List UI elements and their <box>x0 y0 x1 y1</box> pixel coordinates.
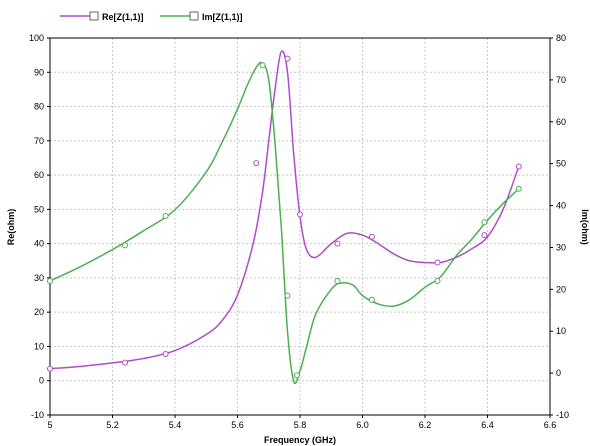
y-left-tick-label: 0 <box>39 376 44 386</box>
y-right-tick-label: 30 <box>556 242 566 252</box>
x-tick-label: 5.8 <box>294 420 307 430</box>
series-line-re <box>49 50 520 370</box>
data-point-re <box>122 359 128 366</box>
y-right-tick-label: -10 <box>556 410 569 420</box>
data-point-im <box>284 292 291 299</box>
data-point-re <box>162 350 169 357</box>
legend-checkbox-re[interactable] <box>89 11 99 21</box>
x-tick-label: 5.4 <box>169 420 182 430</box>
data-point-re <box>515 163 522 170</box>
data-point-im <box>122 242 128 249</box>
data-point-re <box>481 232 488 239</box>
y-right-tick-label: 10 <box>556 326 566 336</box>
series-layer <box>47 50 522 385</box>
data-point-im <box>515 185 522 192</box>
x-tick-label: 5.2 <box>106 420 119 430</box>
grid-lines <box>49 37 551 416</box>
x-tick-label: 5 <box>47 420 52 430</box>
y-right-tick-label: 20 <box>556 284 566 294</box>
data-point-im <box>368 296 375 303</box>
data-point-re <box>284 55 291 62</box>
y-right-tick-label: 60 <box>556 117 566 127</box>
y-axis-title-left: Re(ohm) <box>6 209 16 246</box>
y-left-tick-label: 10 <box>34 341 44 351</box>
y-right-tick-label: 80 <box>556 33 566 43</box>
data-point-im <box>47 277 53 284</box>
y-left-tick-label: 70 <box>34 136 44 146</box>
data-point-re <box>334 240 341 247</box>
y-right-tick-label: 40 <box>556 201 566 211</box>
data-point-re <box>368 233 375 240</box>
legend-label-re: Re[Z(1,1)] <box>102 12 144 22</box>
y-left-tick-label: 20 <box>34 307 44 317</box>
y-axis-title-right: Im(ohm) <box>580 209 590 245</box>
x-axis-title: Frequency (GHz) <box>264 435 336 445</box>
data-point-re <box>253 160 260 167</box>
x-tick-label: 6.0 <box>356 420 369 430</box>
series-line-im <box>49 61 520 385</box>
y-left-tick-label: 60 <box>34 170 44 180</box>
legend-checkbox-im[interactable] <box>189 11 199 21</box>
x-tick-label: 6.2 <box>419 420 432 430</box>
data-point-re <box>47 365 53 372</box>
y-left-tick-label: 30 <box>34 273 44 283</box>
data-point-im <box>434 277 441 284</box>
legend: Re[Z(1,1)] Im[Z(1,1)] <box>60 11 243 22</box>
y-right-tick-label: 70 <box>556 75 566 85</box>
y-left-tick-label: 40 <box>34 239 44 249</box>
legend-label-im: Im[Z(1,1)] <box>202 12 243 22</box>
y-right-tick-label: 50 <box>556 159 566 169</box>
x-tick-label: 5.6 <box>231 420 244 430</box>
x-tick-label: 6.6 <box>544 420 557 430</box>
y-right-tick-label: 0 <box>556 368 561 378</box>
data-point-im <box>293 372 300 379</box>
y-left-tick-label: 90 <box>34 67 44 77</box>
y-left-tick-label: 100 <box>29 33 44 43</box>
data-point-im <box>334 277 341 284</box>
y-left-tick-label: 80 <box>34 102 44 112</box>
y-left-tick-label: 50 <box>34 204 44 214</box>
y-left-tick-label: -10 <box>31 410 44 420</box>
x-tick-label: 6.4 <box>481 420 494 430</box>
data-point-re <box>297 211 303 218</box>
data-point-im <box>162 213 169 220</box>
tick-labels: 5 5.2 5.4 5.6 5.8 6.0 6.2 6.4 6.6-10010203040506… <box>29 33 569 430</box>
data-point-im <box>481 219 488 226</box>
data-point-im <box>259 62 266 69</box>
data-point-re <box>434 259 441 266</box>
